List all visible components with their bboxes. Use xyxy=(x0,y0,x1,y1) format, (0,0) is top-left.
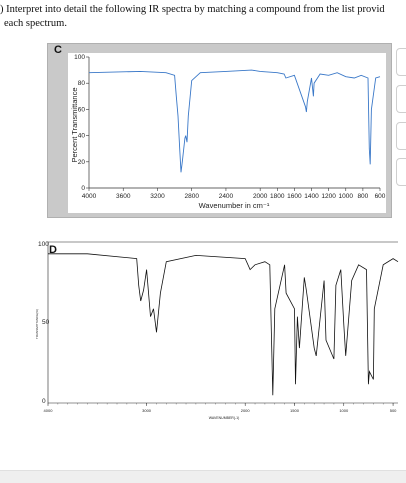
spectrum-c-ytick-label: 0 xyxy=(81,185,85,192)
spectrum-c-xtick-label: 1600 xyxy=(287,193,302,200)
side-thumbnail-2[interactable] xyxy=(396,85,406,113)
spectrum-c-trace xyxy=(88,69,381,173)
spectrum-c-ytick-label: 20 xyxy=(78,159,86,166)
spectrum-c-xtick-label: 1400 xyxy=(304,193,319,200)
spectrum-c-xtick-label: 1000 xyxy=(339,193,354,200)
question-line-2: each spectrum. xyxy=(4,18,67,29)
spectrum-c-ytick-label: 60 xyxy=(78,106,86,113)
side-thumbnail-1[interactable] xyxy=(396,48,406,76)
question-line-1: ) Interpret into detail the following IR… xyxy=(0,4,385,15)
spectrum-c-ylabel: Percent Transmittance xyxy=(70,87,79,162)
spectrum-c-xtick-label: 2800 xyxy=(184,193,199,200)
spectrum-c-xlabel: Wavenumber in cm⁻¹ xyxy=(199,201,270,210)
spectrum-d-xtick-label: 1000 xyxy=(339,408,349,413)
spectrum-d-ytick-top: 100 xyxy=(38,241,49,248)
spectrum-c-xtick-label: 800 xyxy=(357,193,368,200)
spectrum-c-panel: 100 80 60 40 20 0 4000 3600 3200 2800 2400 2000 180… xyxy=(68,53,386,213)
spectrum-d-xtick-label: 4000 xyxy=(44,408,54,413)
spectrum-c-chart: 100 80 60 40 20 0 4000 3600 3200 2800 2400 2000 180… xyxy=(70,54,386,210)
spectrum-d-xtick-label: 1500 xyxy=(290,408,300,413)
spectrum-d-label: D xyxy=(49,244,57,256)
spectrum-c-ytick-label: 40 xyxy=(78,133,86,140)
spectrum-d-ytick-bottom: 0 xyxy=(42,398,46,405)
spectrum-c-xtick-label: 4000 xyxy=(82,193,97,200)
question-text: ) Interpret into detail the following IR… xyxy=(0,3,406,31)
spectrum-d-chart: 4000 3000 2000 1500 1000 500 100 50 0 TRANSMI… xyxy=(35,241,399,420)
spectrum-d-xtick-label: 2000 xyxy=(241,408,251,413)
spectrum-d-ytick-mid: 50 xyxy=(42,319,50,326)
spectrum-c-figure: C 100 80 60 40 20 0 4000 3600 3200 2800 2400 2000 1… xyxy=(47,43,392,218)
spectrum-c-xtick-label: 1200 xyxy=(321,193,336,200)
spectrum-d-figure: 4000 3000 2000 1500 1000 500 100 50 0 TRANSMI… xyxy=(34,238,402,420)
spectrum-c-xtick-label: 3600 xyxy=(116,193,131,200)
side-thumbnail-4[interactable] xyxy=(396,158,406,186)
spectrum-c-xtick-label: 2000 xyxy=(253,193,268,200)
spectrum-c-xtick-label: 1800 xyxy=(270,193,285,200)
spectrum-d-trace xyxy=(48,253,399,396)
spectrum-d-ylabel: TRANSMITTANCE(%) xyxy=(35,309,39,339)
spectrum-c-ytick-label: 80 xyxy=(78,80,86,87)
bottom-toolbar xyxy=(0,470,406,483)
spectrum-c-xtick-label: 600 xyxy=(375,193,386,200)
spectrum-c-label: C xyxy=(54,44,62,56)
spectrum-d-xtick-label: 3000 xyxy=(142,408,152,413)
spectrum-c-xtick-label: 3200 xyxy=(150,193,165,200)
side-thumbnail-3[interactable] xyxy=(396,122,406,150)
spectrum-c-ytick-label: 100 xyxy=(74,54,85,61)
spectrum-c-xtick-label: 2400 xyxy=(219,193,234,200)
spectrum-d-xlabel: WAVENUMBER(-1) xyxy=(209,416,240,420)
spectrum-d-xtick-label: 500 xyxy=(390,408,397,413)
